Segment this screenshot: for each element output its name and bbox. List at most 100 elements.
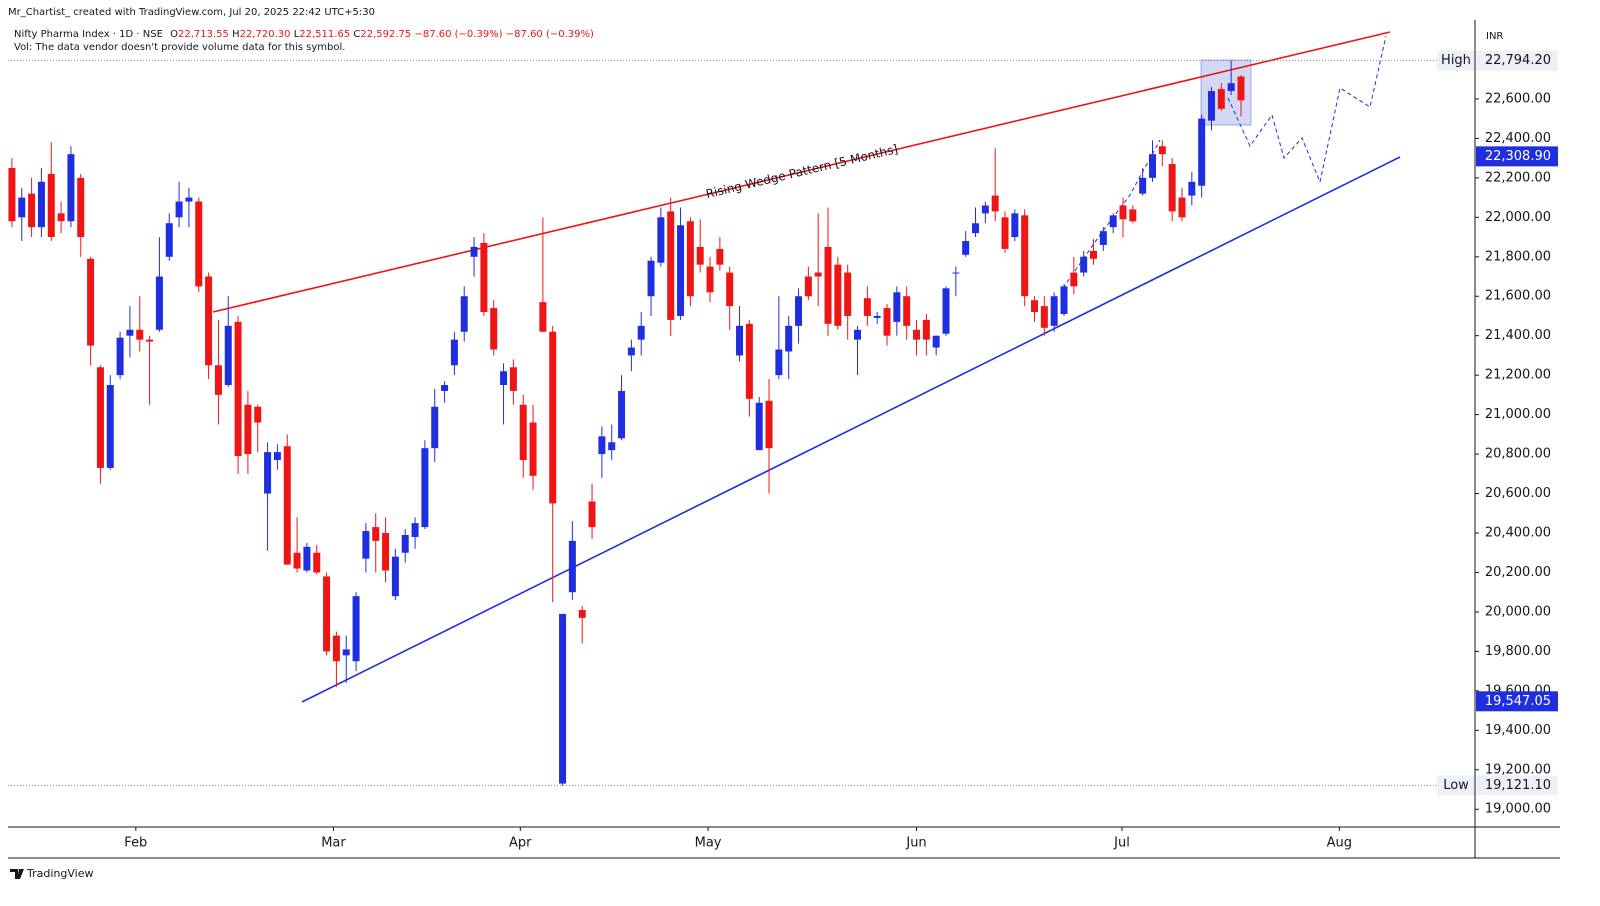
legend-line: Nifty Pharma Index · 1D · NSE O22,713.55… <box>14 29 594 40</box>
candle-body <box>342 649 350 656</box>
candle-body <box>647 260 655 297</box>
x-tick-label: Feb <box>124 836 147 851</box>
price-label: 19,121.10 <box>1485 778 1551 793</box>
price-label: 22,794.20 <box>1485 53 1551 68</box>
y-tick-label: 21,400.00 <box>1485 328 1551 343</box>
candle-body <box>795 296 803 326</box>
candle-body <box>391 556 399 597</box>
candle-body <box>185 197 193 202</box>
candle-body <box>618 390 626 439</box>
candle-body <box>1001 217 1009 249</box>
candle-body <box>323 576 331 652</box>
candle-body <box>696 246 704 265</box>
candle-body <box>588 501 596 528</box>
x-tick-label: Jul <box>1113 836 1130 851</box>
annotation: Rising Wedge Pattern [5 Months] <box>704 142 899 201</box>
candle-body <box>411 523 419 537</box>
ohlc-key: H <box>232 29 240 40</box>
projection-path <box>1227 35 1387 184</box>
candle-body <box>146 339 154 342</box>
candle-body <box>559 613 567 784</box>
price-label: 22,308.90 <box>1485 149 1551 164</box>
candle-body <box>1040 306 1048 328</box>
candle-body <box>932 335 940 348</box>
candle-body <box>18 197 26 218</box>
candle-body <box>1237 76 1245 101</box>
candle-body <box>28 193 36 228</box>
candle-body <box>1217 89 1225 109</box>
attribution: Mr_Chartist_ created with TradingView.co… <box>8 7 375 18</box>
x-tick-label: May <box>695 836 722 851</box>
candle-body <box>981 205 989 214</box>
candle-body <box>273 452 281 461</box>
price-label-box <box>1476 50 1558 71</box>
y-tick-label: 20,000.00 <box>1485 604 1551 619</box>
candle-body <box>1129 209 1137 222</box>
brand-logo <box>10 869 24 879</box>
candle-body <box>1070 272 1078 287</box>
lower-trendline <box>301 156 1401 703</box>
candle-body <box>401 534 409 553</box>
candle-body <box>775 349 783 376</box>
ohlc-value: 22,511.65 <box>299 29 350 40</box>
ohlc-value: 22,713.55 <box>178 29 229 40</box>
candle-body <box>352 596 360 662</box>
candle-body <box>1188 181 1196 196</box>
x-tick-label: Mar <box>321 836 346 851</box>
candle-body <box>264 452 272 494</box>
candle-body <box>952 272 960 274</box>
candle-body <box>745 323 753 399</box>
y-tick-label: 19,800.00 <box>1485 644 1551 659</box>
candle-body <box>637 325 645 340</box>
currency: INR <box>1486 31 1503 42</box>
candle-body <box>578 609 586 618</box>
candle-body <box>529 422 537 476</box>
y-tick-label: 20,600.00 <box>1485 486 1551 501</box>
y-tick-label: 19,400.00 <box>1485 723 1551 738</box>
candle-body <box>57 213 65 222</box>
y-tick-label: 21,200.00 <box>1485 368 1551 383</box>
candle-body <box>844 272 852 316</box>
ohlc-key: O <box>170 29 178 40</box>
price-tag-box <box>1437 775 1474 796</box>
candle-body <box>441 385 449 391</box>
ohlc-value: 22,592.75 <box>360 29 411 40</box>
candle-body <box>667 211 675 320</box>
candle-body <box>854 329 862 340</box>
ohlc-value: 22,720.30 <box>240 29 291 40</box>
candle-body <box>942 288 950 334</box>
candle-body <box>382 533 390 571</box>
candle-body <box>460 296 468 332</box>
candle-body <box>37 181 45 228</box>
candle-body <box>1158 146 1166 155</box>
candle-body <box>431 406 439 449</box>
y-tick-label: 22,200.00 <box>1485 170 1551 185</box>
candle-body <box>1207 91 1215 121</box>
candle-body <box>1090 250 1098 259</box>
upper-trendline <box>212 31 1391 313</box>
candle-body <box>96 367 104 468</box>
candle-body <box>686 221 694 297</box>
candle-body <box>677 225 685 316</box>
candle-body <box>539 302 547 332</box>
candle-body <box>873 315 881 318</box>
candle-body <box>1050 296 1058 326</box>
ohlc-key: C <box>353 29 360 40</box>
candle-body <box>991 195 999 212</box>
candle-body <box>116 337 124 376</box>
candle-body <box>234 321 242 457</box>
candle-body <box>283 446 291 565</box>
candle-body <box>87 258 95 346</box>
candle-body <box>214 365 222 395</box>
candle-body <box>313 552 321 573</box>
candle-body <box>1198 118 1206 186</box>
brand: TradingView <box>26 867 93 880</box>
x-tick-label: Jun <box>905 836 926 851</box>
candle-body <box>372 527 380 541</box>
candle-body <box>8 167 16 222</box>
candle-body <box>755 402 763 451</box>
candle-body <box>726 272 734 307</box>
candle-body <box>195 201 203 287</box>
